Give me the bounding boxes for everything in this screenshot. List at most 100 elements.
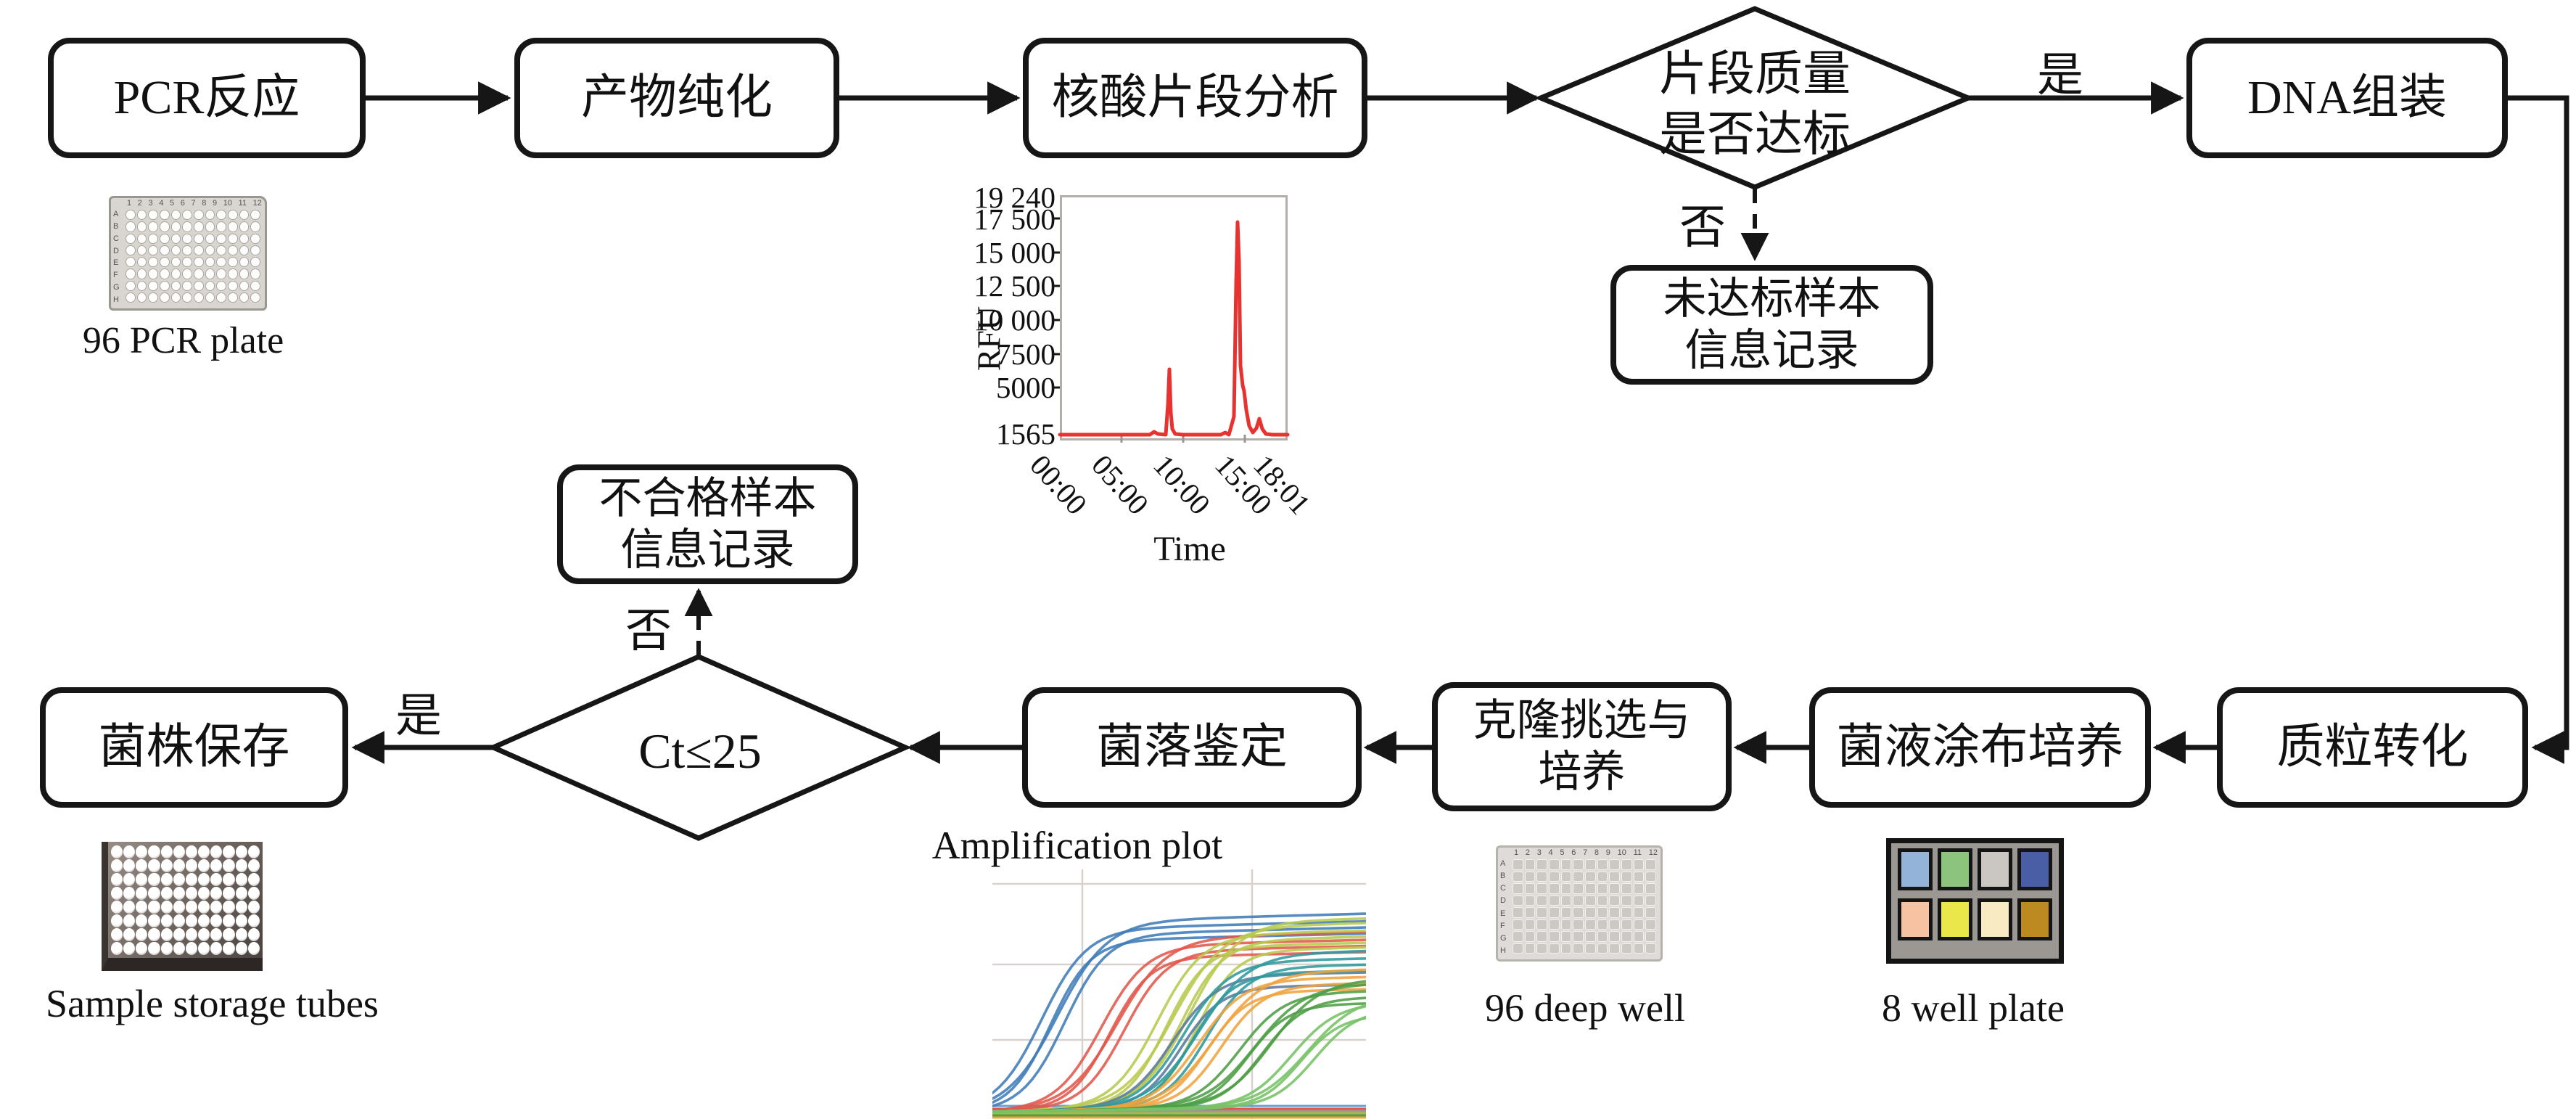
pcr-plate-well [148, 257, 158, 268]
edge-label-no-bottom: 否 [625, 605, 672, 657]
pcr-plate-well [250, 292, 260, 303]
edge-label-no-top: 否 [1679, 202, 1726, 253]
pcr-plate-well [160, 221, 170, 232]
pcr-plate-well [160, 233, 170, 244]
storage-tube [223, 859, 235, 872]
deep-well-well [1621, 943, 1632, 954]
plate-header-cell: 4 [159, 199, 164, 208]
storage-tube [111, 942, 123, 955]
storage-tube [223, 914, 235, 927]
pcr-plate-well [194, 269, 204, 279]
plate-header-cell: 12 [252, 199, 262, 208]
pcr-plate-well [228, 257, 238, 268]
fa-left-ticks [1053, 217, 1060, 389]
pcr-plate-well [136, 221, 147, 232]
storage-tube [111, 887, 123, 900]
pcr-plate-well [125, 233, 136, 244]
pcr-plate-well [239, 280, 250, 291]
plate-header-cell: 7 [1583, 848, 1588, 857]
plate-header-cell: 1 [127, 199, 132, 208]
deep-well-well [1633, 871, 1645, 882]
plate-header-cell: G [113, 283, 120, 292]
deep-well-well [1513, 895, 1523, 906]
storage-tube [235, 873, 247, 886]
deep-well-well [1549, 883, 1560, 894]
deep-well-well [1536, 919, 1547, 930]
pcr-plate-well [228, 233, 238, 244]
eight-well-well [2017, 848, 2052, 890]
deep-well-well [1609, 859, 1620, 870]
storage-tube [123, 873, 136, 886]
deep-well-well [1549, 871, 1560, 882]
plate-header-cell: E [1500, 909, 1506, 918]
pcr-plate-well [148, 233, 158, 244]
deep-well-well [1573, 907, 1584, 918]
storage-tube [247, 873, 260, 886]
plate-header-cell: 6 [1571, 848, 1576, 857]
plate-header-cell: G [1500, 933, 1507, 943]
pcr-plate-well [136, 233, 147, 244]
storage-tube [235, 859, 247, 872]
plate-header-cell: 5 [1560, 848, 1565, 857]
pcr-plate-well [216, 221, 226, 232]
fa-ytick-19240: 19 240 [974, 181, 1055, 214]
deep-well-well [1513, 883, 1523, 894]
deep-well-well [1536, 871, 1547, 882]
fa-trace [1058, 220, 1290, 437]
pcr-plate-well [148, 221, 158, 232]
pcr-plate-well [239, 257, 250, 268]
storage-tube [111, 914, 123, 927]
storage-tube [235, 901, 247, 914]
deep-well-well [1549, 931, 1560, 942]
storage-tube [148, 942, 160, 955]
storage-tube [160, 859, 173, 872]
storage-tube [123, 845, 136, 858]
deep-well-well [1573, 919, 1584, 930]
pcr-plate-well [205, 292, 215, 303]
storage-tube [160, 845, 173, 858]
storage-tube [160, 873, 173, 886]
plate-header-cell: D [1500, 896, 1506, 906]
deep-well-well [1536, 907, 1547, 918]
plate-header-cell: H [113, 295, 119, 304]
deep-well-well [1645, 919, 1656, 930]
storage-tube-grid [111, 845, 260, 955]
deep-well-well [1609, 895, 1620, 906]
storage-tube [223, 887, 235, 900]
plate-header-cell: C [113, 234, 119, 243]
storage-tube [223, 873, 235, 886]
deep-well-well [1536, 895, 1547, 906]
pcr-plate-well [182, 221, 192, 232]
pcr-plate-well [205, 280, 215, 291]
storage-tube [173, 928, 185, 941]
pcr-plate-well [125, 280, 136, 291]
deep-well-well [1609, 931, 1620, 942]
deep-well-well [1573, 943, 1584, 954]
fa-ytick-15000: 15 000 [974, 236, 1055, 269]
pcr-plate-well [216, 292, 226, 303]
pcr-plate-well [250, 221, 260, 232]
deep-well-well [1585, 895, 1596, 906]
pcr-plate-well [160, 269, 170, 279]
deep-well-well [1573, 883, 1584, 894]
fa-xtick-0000: 00:00 [1024, 448, 1094, 521]
storage-tube [123, 914, 136, 927]
eight-well-well [1898, 848, 1933, 890]
storage-tube [223, 928, 235, 941]
storage-tube [173, 901, 185, 914]
deep-well-well [1524, 919, 1536, 930]
pcr-plate-well [136, 292, 147, 303]
pcr-plate-well [194, 210, 204, 221]
pcr-plate-well [228, 280, 238, 291]
deep-well-well [1633, 907, 1645, 918]
caption-well-plate: 8 well plate [1882, 986, 2065, 1030]
pcr-plate-well [182, 210, 192, 221]
pcr-plate-well [160, 280, 170, 291]
deep-well-well [1549, 919, 1560, 930]
pcr-plate-well [239, 269, 250, 279]
storage-tube [123, 942, 136, 955]
storage-tube [198, 901, 210, 914]
pcr-plate-well [160, 257, 170, 268]
pcr-plate-well [170, 257, 181, 268]
plate-header-cell: 2 [1525, 848, 1530, 857]
